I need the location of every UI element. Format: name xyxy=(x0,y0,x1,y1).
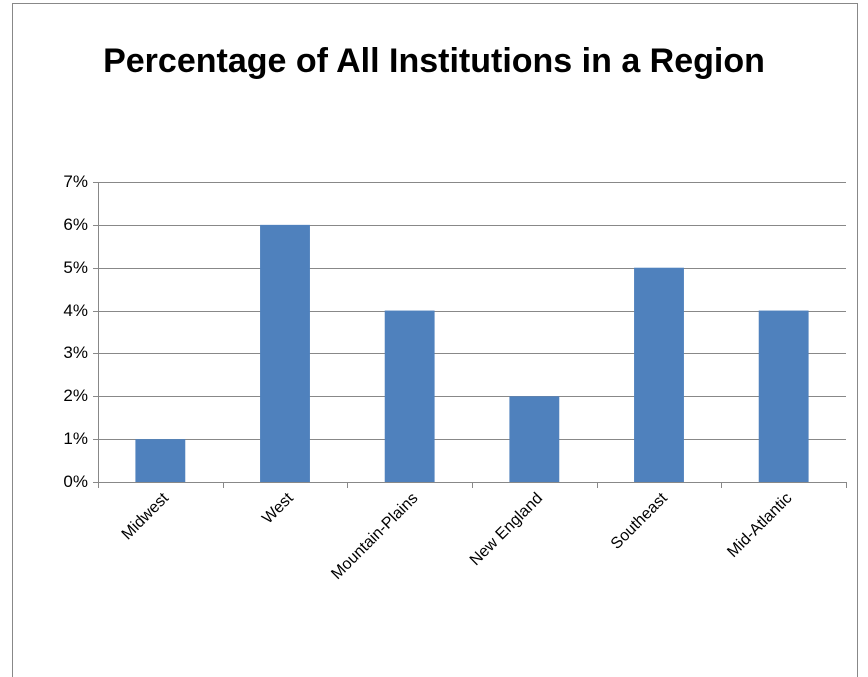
y-tick-label: 0% xyxy=(63,472,88,491)
bar xyxy=(634,267,684,482)
x-tick-label: Southeast xyxy=(608,489,671,552)
chart-title: Percentage of All Institutions in a Regi… xyxy=(103,42,765,80)
x-tick-label: West xyxy=(259,489,297,527)
x-tick-label: Midwest xyxy=(119,489,173,543)
y-tick-label: 1% xyxy=(63,429,88,448)
y-tick-label: 3% xyxy=(63,343,88,362)
x-tick-label: Mid-Atlantic xyxy=(724,490,795,561)
bar xyxy=(509,396,560,482)
y-tick-label: 7% xyxy=(63,172,88,191)
y-tick-label: 5% xyxy=(63,258,88,277)
chart-frame xyxy=(12,3,858,677)
x-tick-label: Mountain-Plains xyxy=(328,490,421,583)
x-tick-label: New England xyxy=(467,490,546,569)
y-tick-label: 4% xyxy=(63,301,88,320)
bar xyxy=(260,224,310,482)
y-tick-label: 2% xyxy=(63,386,88,405)
bar xyxy=(384,310,435,482)
bar xyxy=(758,310,809,482)
y-tick-label: 6% xyxy=(63,215,88,234)
bar xyxy=(135,439,186,482)
